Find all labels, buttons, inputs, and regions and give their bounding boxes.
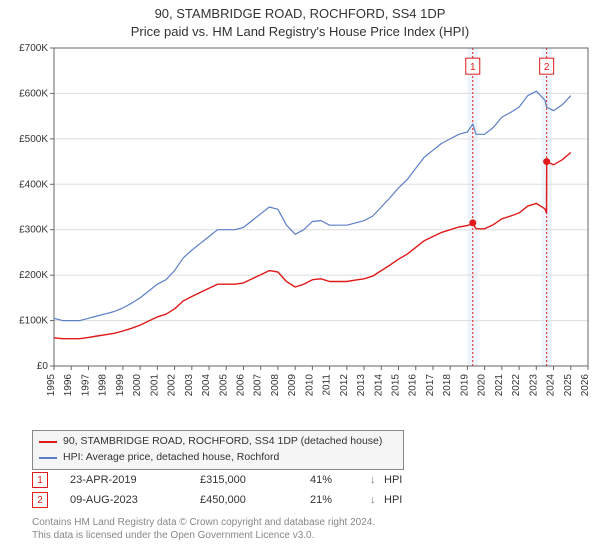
- svg-text:2021: 2021: [494, 374, 505, 397]
- svg-text:2004: 2004: [201, 374, 212, 397]
- svg-text:£200K: £200K: [19, 270, 48, 281]
- svg-text:1998: 1998: [98, 374, 109, 397]
- chart-title-line2: Price paid vs. HM Land Registry's House …: [0, 22, 600, 44]
- svg-text:£0: £0: [37, 361, 49, 372]
- svg-text:£600K: £600K: [19, 88, 48, 99]
- svg-text:2018: 2018: [442, 374, 453, 397]
- svg-text:2019: 2019: [459, 374, 470, 397]
- sale-date: 09-AUG-2023: [70, 494, 200, 506]
- svg-text:£500K: £500K: [19, 134, 48, 145]
- chart-title-line1: 90, STAMBRIDGE ROAD, ROCHFORD, SS4 1DP: [0, 0, 600, 22]
- sale-pct: 41%: [310, 474, 370, 486]
- svg-text:1996: 1996: [63, 374, 74, 397]
- legend: 90, STAMBRIDGE ROAD, ROCHFORD, SS4 1DP (…: [32, 430, 404, 470]
- svg-text:2025: 2025: [563, 374, 574, 397]
- svg-text:2015: 2015: [391, 374, 402, 397]
- legend-item: HPI: Average price, detached house, Roch…: [39, 450, 397, 466]
- svg-text:2000: 2000: [132, 374, 143, 397]
- svg-text:1997: 1997: [80, 374, 91, 397]
- sale-price: £315,000: [200, 474, 310, 486]
- svg-text:2005: 2005: [218, 374, 229, 397]
- svg-text:2014: 2014: [373, 374, 384, 397]
- svg-text:1995: 1995: [46, 374, 57, 397]
- svg-text:2006: 2006: [235, 374, 246, 397]
- svg-text:2011: 2011: [322, 374, 333, 396]
- chart-plot-area: £0 £100K £200K £300K £400K £500K £600K £700K 199…: [8, 44, 592, 426]
- svg-text:2002: 2002: [167, 374, 178, 397]
- svg-text:1999: 1999: [115, 374, 126, 397]
- svg-text:2007: 2007: [253, 374, 264, 397]
- svg-text:2024: 2024: [546, 374, 557, 397]
- sales-table: 1 23-APR-2019 £315,000 41% ↓ HPI 2 09-AU…: [32, 470, 402, 510]
- svg-text:2013: 2013: [356, 374, 367, 397]
- sale-row: 1 23-APR-2019 £315,000 41% ↓ HPI: [32, 470, 402, 490]
- legend-label: HPI: Average price, detached house, Roch…: [63, 450, 279, 466]
- svg-text:2017: 2017: [425, 374, 436, 397]
- sale-marker-icon: 1: [32, 472, 48, 488]
- svg-text:£700K: £700K: [19, 44, 48, 54]
- svg-text:2023: 2023: [528, 374, 539, 397]
- svg-text:£400K: £400K: [19, 179, 48, 190]
- svg-text:2022: 2022: [511, 374, 522, 397]
- sale-marker-icon: 2: [32, 492, 48, 508]
- svg-text:2: 2: [544, 62, 550, 73]
- footnote-line: Contains HM Land Registry data © Crown c…: [32, 516, 375, 529]
- svg-text:2008: 2008: [270, 374, 281, 397]
- svg-text:2010: 2010: [304, 374, 315, 397]
- down-arrow-icon: ↓: [370, 494, 384, 506]
- svg-text:2012: 2012: [339, 374, 350, 397]
- svg-text:2020: 2020: [477, 374, 488, 397]
- down-arrow-icon: ↓: [370, 474, 384, 486]
- sale-hpi-label: HPI: [384, 474, 402, 486]
- legend-label: 90, STAMBRIDGE ROAD, ROCHFORD, SS4 1DP (…: [63, 434, 382, 450]
- sale-hpi-label: HPI: [384, 494, 402, 506]
- svg-text:2016: 2016: [408, 374, 419, 397]
- svg-text:£300K: £300K: [19, 225, 48, 236]
- svg-text:2026: 2026: [580, 374, 591, 397]
- chart-svg: £0 £100K £200K £300K £400K £500K £600K £700K 199…: [8, 44, 592, 426]
- legend-item: 90, STAMBRIDGE ROAD, ROCHFORD, SS4 1DP (…: [39, 434, 397, 450]
- svg-text:£100K: £100K: [19, 316, 48, 327]
- chart-container: 90, STAMBRIDGE ROAD, ROCHFORD, SS4 1DP P…: [0, 0, 600, 560]
- sale-pct: 21%: [310, 494, 370, 506]
- legend-swatch: [39, 441, 57, 443]
- svg-text:2009: 2009: [287, 374, 298, 397]
- sale-price: £450,000: [200, 494, 310, 506]
- legend-swatch: [39, 457, 57, 459]
- footnote: Contains HM Land Registry data © Crown c…: [32, 516, 375, 542]
- svg-text:2003: 2003: [184, 374, 195, 397]
- svg-text:1: 1: [470, 62, 476, 73]
- svg-text:2001: 2001: [149, 374, 160, 397]
- footnote-line: This data is licensed under the Open Gov…: [32, 529, 375, 542]
- sale-row: 2 09-AUG-2023 £450,000 21% ↓ HPI: [32, 490, 402, 510]
- sale-date: 23-APR-2019: [70, 474, 200, 486]
